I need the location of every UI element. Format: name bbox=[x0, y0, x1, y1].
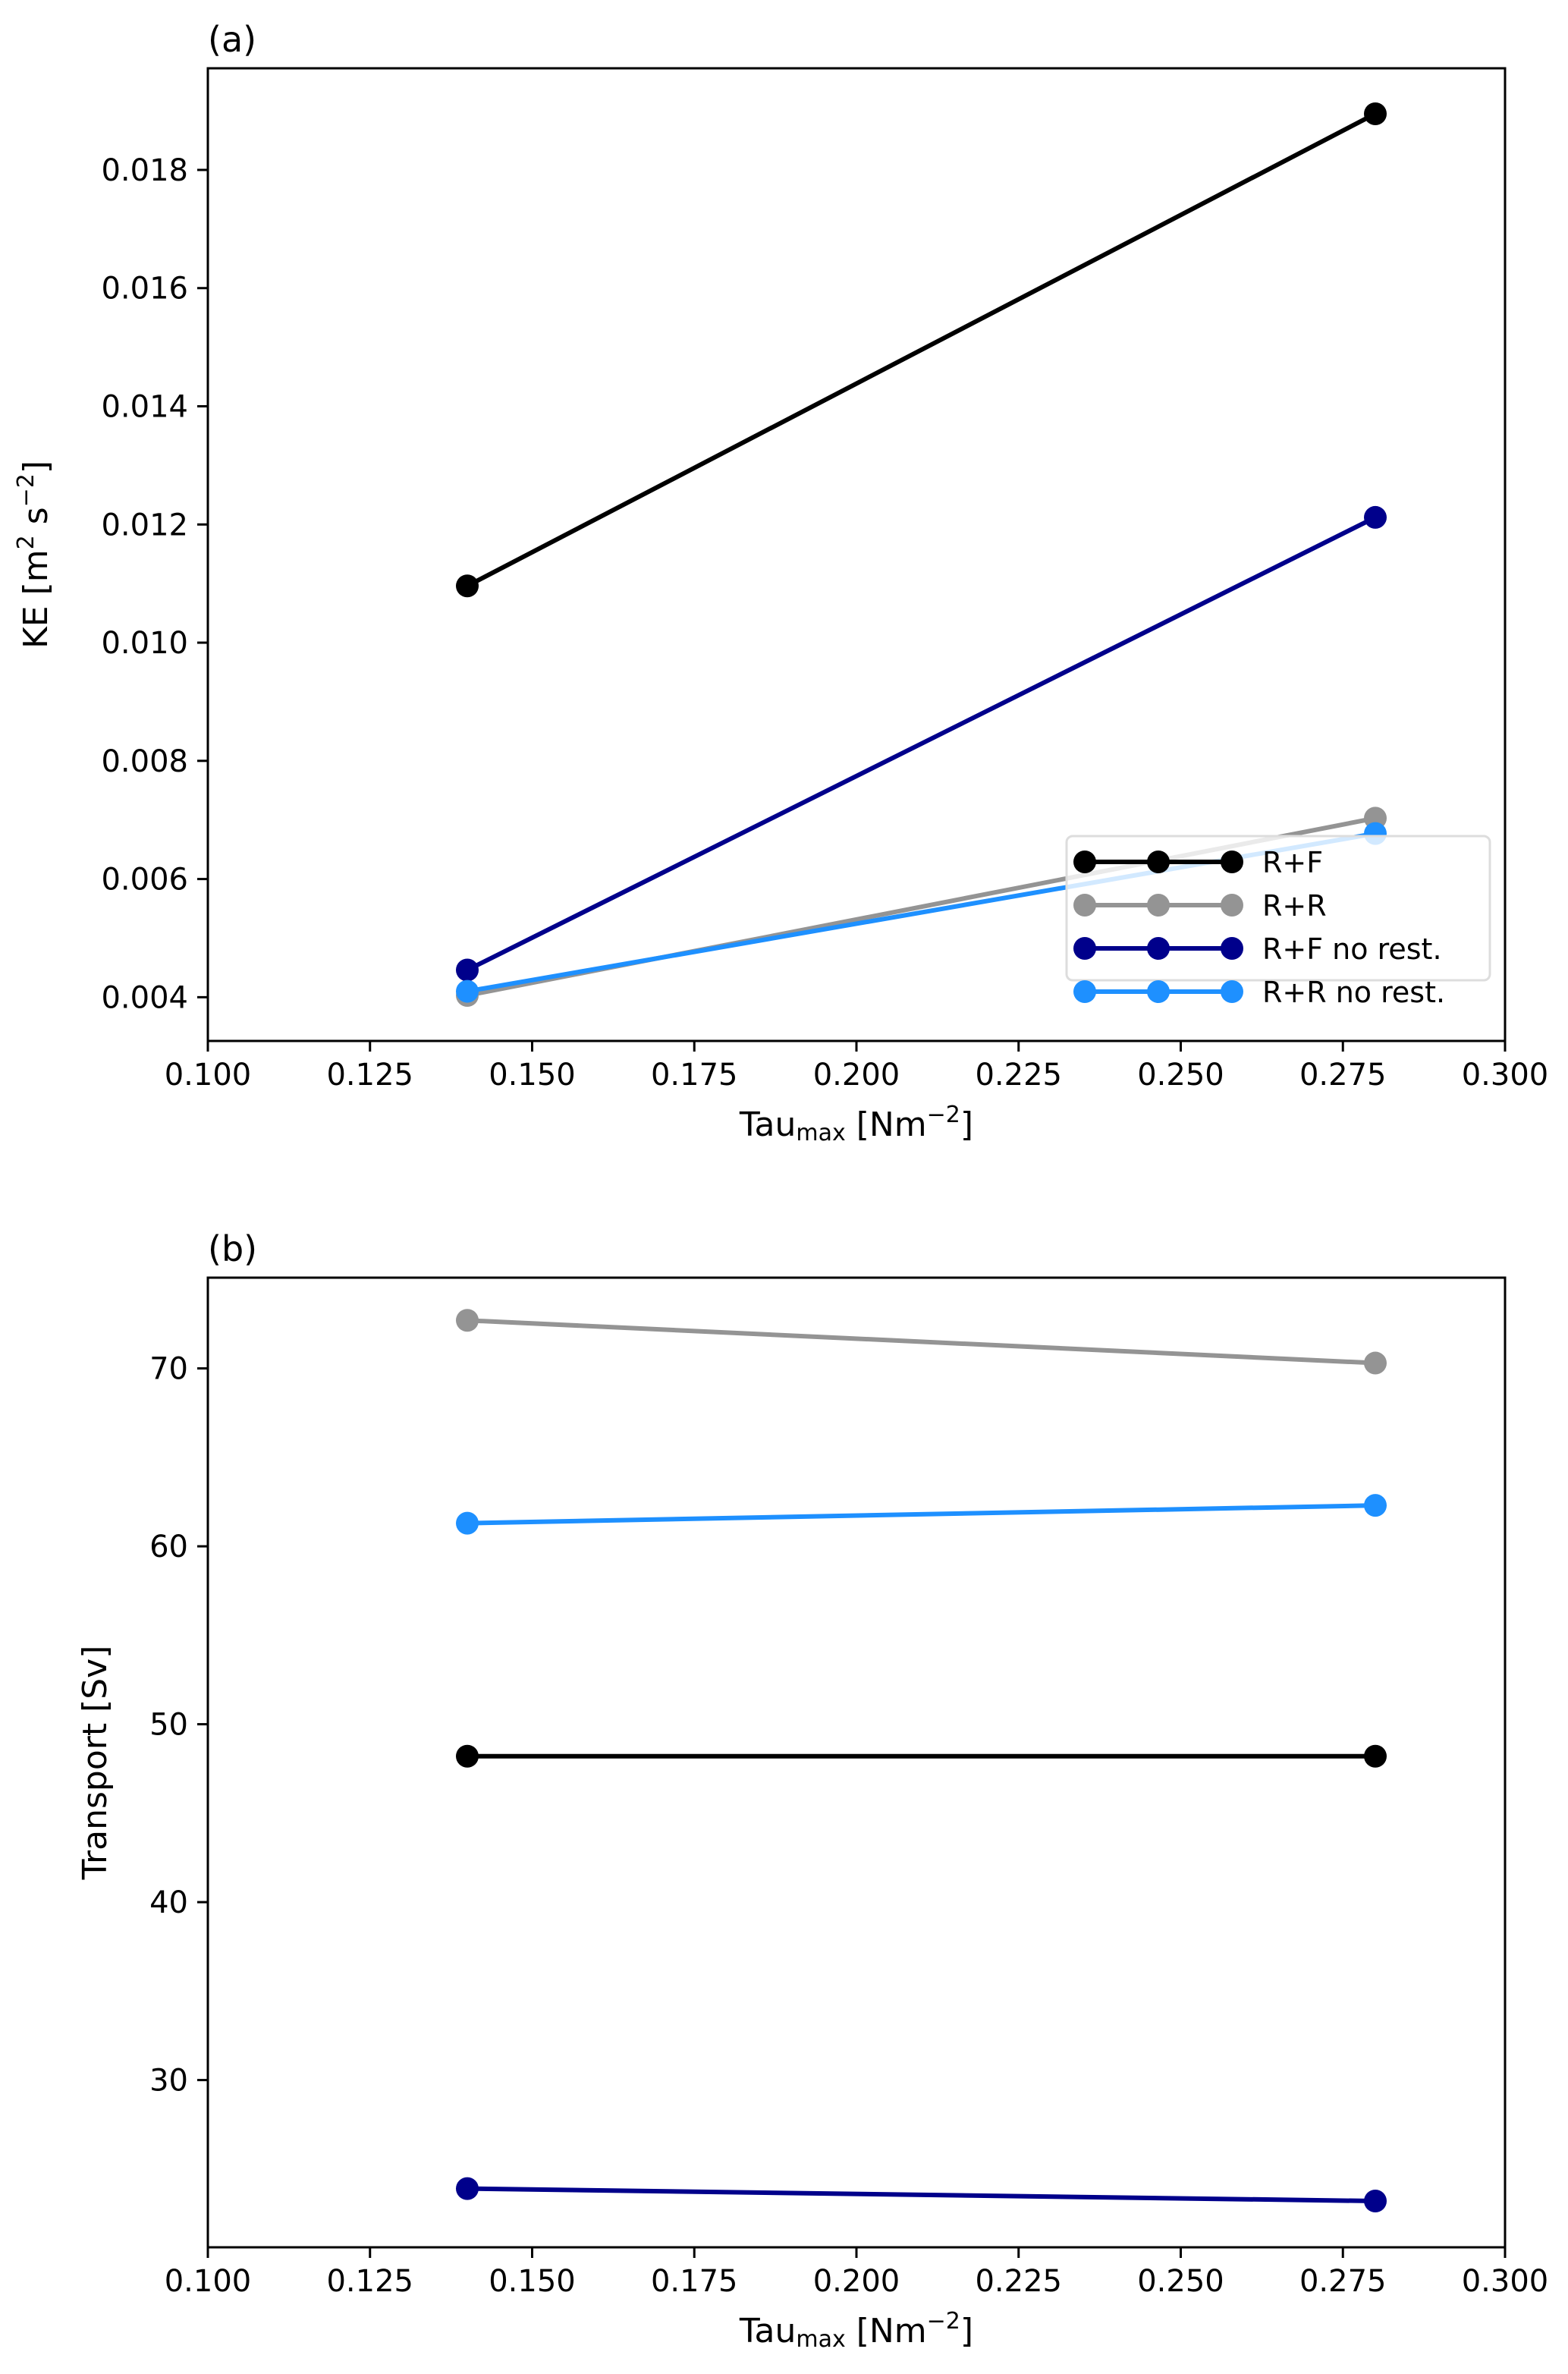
series-line bbox=[466, 112, 1377, 588]
legend-marker bbox=[1147, 980, 1170, 1003]
y-tick-label: 40 bbox=[149, 1885, 188, 1920]
x-tick-label: 0.100 bbox=[165, 2264, 252, 2299]
legend-marker bbox=[1221, 937, 1243, 960]
data-point bbox=[456, 979, 479, 1003]
x-tick-label: 0.150 bbox=[489, 2264, 576, 2299]
legend-item: R+R bbox=[1073, 889, 1327, 923]
y-axis-label: KE [m2 s−2] bbox=[13, 461, 55, 649]
legend-item: R+F bbox=[1073, 846, 1323, 879]
series-line bbox=[466, 515, 1377, 973]
series-r-r-no-rest- bbox=[456, 1494, 1387, 1535]
data-point bbox=[1364, 2190, 1387, 2213]
y-tick-label: 0.016 bbox=[101, 272, 188, 307]
series-line bbox=[467, 1318, 1376, 1366]
x-tick-label: 0.200 bbox=[813, 1058, 900, 1093]
legend-label: R+F no rest. bbox=[1262, 932, 1442, 966]
x-tick-label: 0.100 bbox=[165, 1058, 252, 1093]
data-point bbox=[456, 574, 479, 598]
x-tick-label: 0.275 bbox=[1299, 2264, 1387, 2299]
series-line bbox=[467, 1503, 1376, 1526]
legend-marker bbox=[1147, 937, 1170, 960]
x-tick-label: 0.250 bbox=[1137, 2264, 1224, 2299]
legend-marker bbox=[1221, 851, 1243, 873]
x-tick-label: 0.175 bbox=[651, 1058, 738, 1093]
panel-b: 0.100 0.125 0.150 0.175 0.200 0.225 0.250 0.275… bbox=[76, 1228, 1548, 2353]
y-tick-label: 70 bbox=[149, 1352, 188, 1387]
data-point bbox=[456, 958, 479, 982]
x-tick-label: 0.300 bbox=[1462, 2264, 1549, 2299]
data-point bbox=[456, 2177, 479, 2200]
y-tick-label: 0.010 bbox=[101, 626, 188, 661]
legend-marker bbox=[1147, 851, 1170, 873]
y-tick-label: 0.006 bbox=[101, 863, 188, 898]
series-r-f bbox=[456, 102, 1387, 598]
data-point bbox=[456, 1744, 479, 1768]
series-r-r bbox=[456, 1309, 1387, 1375]
x-tick-label: 0.300 bbox=[1462, 1058, 1549, 1093]
legend-marker bbox=[1073, 937, 1096, 960]
legend-box bbox=[1065, 835, 1491, 982]
series-r-f bbox=[456, 1744, 1387, 1768]
legend-marker bbox=[1073, 894, 1096, 917]
data-point bbox=[1364, 102, 1387, 125]
x-axis-label: Taumax [Nm−2] bbox=[739, 1102, 973, 1146]
x-tick-label: 0.175 bbox=[651, 2264, 738, 2299]
legend-marker bbox=[1221, 980, 1243, 1003]
data-point bbox=[1364, 505, 1387, 529]
y-tick-label: 30 bbox=[149, 2064, 188, 2099]
data-point bbox=[1364, 1744, 1387, 1768]
y-tick-label: 0.012 bbox=[101, 508, 188, 542]
data-point bbox=[456, 1511, 479, 1535]
x-tick-label: 0.225 bbox=[975, 1058, 1062, 1093]
x-tick-label: 0.225 bbox=[975, 2264, 1062, 2299]
x-tick-label: 0.125 bbox=[326, 2264, 413, 2299]
series-r-f-no-rest- bbox=[456, 2177, 1387, 2213]
panel-label: (b) bbox=[208, 1228, 257, 1269]
legend-label: R+R bbox=[1262, 889, 1327, 923]
x-tick-label: 0.250 bbox=[1137, 1058, 1224, 1093]
legend-marker bbox=[1147, 894, 1170, 917]
y-tick-label: 0.008 bbox=[101, 744, 188, 779]
x-tick-label: 0.200 bbox=[813, 2264, 900, 2299]
panel-label: (a) bbox=[208, 19, 256, 60]
x-tick-label: 0.150 bbox=[489, 1058, 576, 1093]
data-point bbox=[1364, 1351, 1387, 1375]
data-point bbox=[1364, 1494, 1387, 1517]
x-axis-label: Taumax [Nm−2] bbox=[739, 2308, 973, 2353]
legend-item: R+R no rest. bbox=[1073, 976, 1445, 1009]
y-tick-label: 60 bbox=[149, 1530, 188, 1564]
legend-marker bbox=[1221, 894, 1243, 917]
panel-a: 0.100 0.125 0.150 0.175 0.200 0.225 0.250 0.275… bbox=[13, 19, 1548, 1146]
legend-label: R+R no rest. bbox=[1262, 976, 1445, 1009]
series-line bbox=[467, 2186, 1376, 2204]
y-tick-label: 0.014 bbox=[101, 390, 188, 425]
series-r-f-no-rest- bbox=[456, 505, 1387, 982]
y-tick-label: 0.018 bbox=[101, 153, 188, 188]
x-tick-label: 0.125 bbox=[326, 1058, 413, 1093]
legend-label: R+F bbox=[1262, 846, 1323, 879]
y-axis-label: Transport [Sv] bbox=[76, 1646, 115, 1881]
y-tick-label: 50 bbox=[149, 1708, 188, 1743]
data-point bbox=[456, 1309, 479, 1332]
legend-marker bbox=[1073, 980, 1096, 1003]
legend-item: R+F no rest. bbox=[1073, 932, 1442, 966]
x-tick-label: 0.275 bbox=[1299, 1058, 1387, 1093]
legend-marker bbox=[1073, 851, 1096, 873]
axes-frame bbox=[206, 1276, 1507, 2249]
y-tick-label: 0.004 bbox=[101, 980, 188, 1015]
legend: R+F R+R R+F no rest. R+R no rest. bbox=[1065, 835, 1491, 1009]
